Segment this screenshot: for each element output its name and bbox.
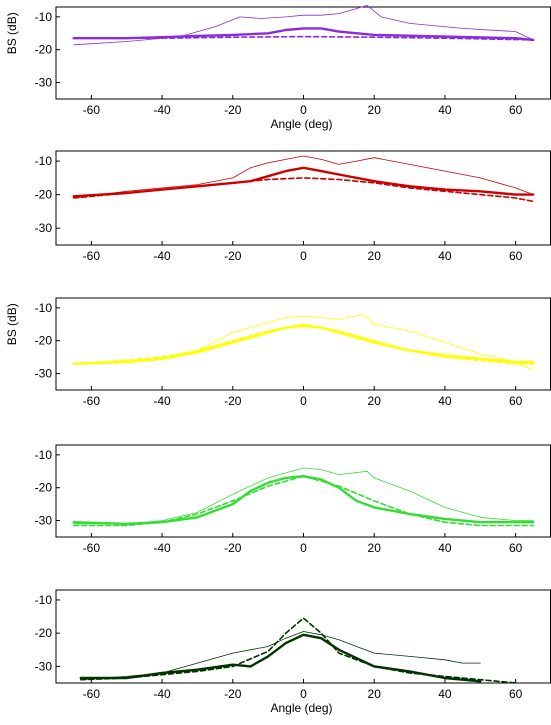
y-tick-label: -20 bbox=[35, 188, 53, 202]
x-tick-label: 60 bbox=[509, 394, 523, 408]
x-tick-label: -40 bbox=[153, 394, 171, 408]
x-tick-label: 40 bbox=[438, 394, 452, 408]
x-tick-label: 20 bbox=[368, 249, 382, 263]
y-tick-label: -30 bbox=[35, 221, 53, 235]
x-tick-label: 20 bbox=[368, 541, 382, 555]
plot-frame bbox=[55, 6, 551, 100]
series-line-thin bbox=[73, 5, 534, 46]
chart-panel-3: -10 -20 -30 -60 -40 -20 0 20 40 60 BS (dB) bbox=[5, 297, 551, 408]
x-tick-label: -60 bbox=[83, 394, 101, 408]
x-tick-label: 60 bbox=[509, 249, 523, 263]
x-tick-label: 60 bbox=[509, 541, 523, 555]
y-tick-label: -30 bbox=[35, 659, 53, 673]
x-tick-label: -60 bbox=[83, 687, 101, 701]
series-line-dashed bbox=[72, 475, 535, 527]
x-tick-label: 60 bbox=[509, 103, 523, 117]
series-line-thin bbox=[73, 155, 534, 199]
x-tick-label: -20 bbox=[224, 394, 242, 408]
x-tick-label: -40 bbox=[153, 541, 171, 555]
series-line-thin bbox=[73, 467, 534, 525]
x-tick-label: -60 bbox=[83, 103, 101, 117]
plot-frame bbox=[55, 150, 551, 246]
y-tick-label: -20 bbox=[35, 334, 53, 348]
x-tick-label: 20 bbox=[368, 394, 382, 408]
x-tick-label: 0 bbox=[300, 249, 307, 263]
x-axis-label: Angle (deg) bbox=[270, 701, 332, 715]
x-tick-label: -40 bbox=[153, 687, 171, 701]
y-tick-label: -30 bbox=[35, 76, 53, 90]
y-tick-label: -20 bbox=[35, 626, 53, 640]
plot-frame bbox=[55, 297, 551, 391]
series-line-dashed bbox=[72, 35, 535, 41]
series-line-thick bbox=[79, 633, 482, 683]
y-axis-label: BS (dB) bbox=[5, 303, 19, 345]
x-tick-label: -40 bbox=[153, 103, 171, 117]
x-tick-label: 0 bbox=[300, 394, 307, 408]
y-tick-label: -10 bbox=[35, 593, 53, 607]
series-line-thick bbox=[72, 475, 535, 526]
series-line-dashed bbox=[72, 177, 535, 203]
chart-panel-5: -10 -20 -30 -60 -40 -20 0 20 40 60 Angle (deg) bbox=[35, 589, 551, 715]
series-line-thin bbox=[80, 631, 481, 681]
x-tick-label: -20 bbox=[224, 103, 242, 117]
y-tick-label: -20 bbox=[35, 43, 53, 57]
y-tick-label: -10 bbox=[35, 301, 53, 315]
y-axis-label: BS (dB) bbox=[5, 12, 19, 54]
y-tick-label: -30 bbox=[35, 367, 53, 381]
x-tick-label: 20 bbox=[368, 103, 382, 117]
y-tick-label: -30 bbox=[35, 514, 53, 528]
x-tick-label: -20 bbox=[224, 541, 242, 555]
x-tick-label: 20 bbox=[368, 687, 382, 701]
x-axis-label: Angle (deg) bbox=[270, 117, 332, 131]
y-tick-label: -10 bbox=[35, 154, 53, 168]
series-line-dashed bbox=[72, 323, 535, 365]
x-tick-label: 40 bbox=[438, 687, 452, 701]
x-tick-label: 40 bbox=[438, 249, 452, 263]
x-tick-label: -40 bbox=[153, 249, 171, 263]
x-tick-label: -20 bbox=[224, 687, 242, 701]
series-line-dashed bbox=[80, 617, 517, 684]
y-tick-label: -20 bbox=[35, 481, 53, 495]
y-tick-label: -10 bbox=[35, 448, 53, 462]
x-tick-label: -60 bbox=[83, 541, 101, 555]
series-line-thick bbox=[72, 27, 535, 42]
x-tick-label: 0 bbox=[300, 687, 307, 701]
chart-panel-2: -10 -20 -30 -60 -40 -20 0 20 40 60 bbox=[35, 150, 551, 263]
chart-panel-4: -10 -20 -30 -60 -40 -20 0 20 40 60 bbox=[35, 444, 551, 555]
x-tick-label: -20 bbox=[224, 249, 242, 263]
plot-frame bbox=[55, 589, 551, 684]
x-tick-label: 40 bbox=[438, 541, 452, 555]
x-tick-label: 0 bbox=[300, 541, 307, 555]
x-tick-label: 0 bbox=[300, 103, 307, 117]
x-tick-label: 60 bbox=[509, 687, 523, 701]
x-tick-label: -60 bbox=[83, 249, 101, 263]
x-tick-label: 40 bbox=[438, 103, 452, 117]
y-tick-label: -10 bbox=[35, 10, 53, 24]
chart-panel-1: -10 -20 -30 -60 -40 -20 0 20 40 60 Angle (deg) BS (… bbox=[5, 5, 551, 131]
